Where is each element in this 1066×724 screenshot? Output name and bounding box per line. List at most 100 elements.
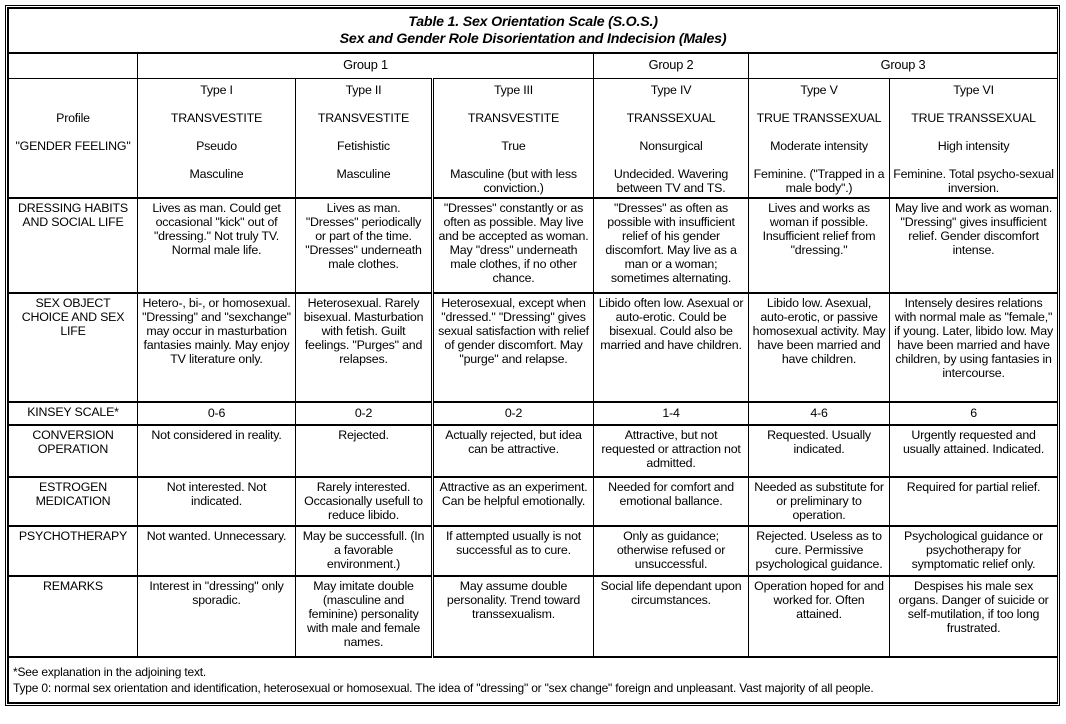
table-row: SEX OBJECT CHOICE AND SEX LIFE Hetero-, b…: [8, 291, 1059, 402]
table-cell: Not wanted. Unnecessary.: [137, 524, 296, 576]
table-cell: Operation hoped for and worked for. Ofte…: [748, 574, 890, 657]
table-cell: Rarely interested. Occasionally usefull …: [295, 475, 433, 526]
profile-category: TRANSVESTITE: [170, 110, 263, 125]
table-row: REMARKS Interest in "dressing" only spora…: [8, 574, 1059, 657]
profile-type: Type V: [800, 82, 838, 97]
profile-type: Type II: [345, 82, 382, 97]
profile-qualifier: High intensity: [937, 138, 1010, 153]
table-cell: Lives as man. "Dresses" periodically or …: [295, 196, 433, 293]
table-cell: 0-2: [431, 400, 594, 425]
table-cell: May live and work as woman. "Dressing" g…: [888, 196, 1059, 293]
table-cell: Hetero-, bi-, or homosexual. "Dressing" …: [137, 291, 296, 402]
group-header: Group 1: [137, 52, 594, 79]
row-label: PSYCHOTHERAPY: [8, 524, 138, 576]
profile-feeling: Masculine: [189, 166, 244, 181]
row-label: CONVERSION OPERATION: [8, 423, 138, 477]
table-cell: Not interested. Not indicated.: [137, 475, 296, 526]
profile-type-cell: Type III TRANSVESTITE True Masculine (but w…: [431, 77, 594, 198]
sex-orientation-scale-table: Table 1. Sex Orientation Scale (S.O.S.) S…: [5, 5, 1060, 706]
table-cell: Needed for comfort and emotional ballanc…: [593, 475, 749, 526]
profile-feeling: Feminine. ("Trapped in a male body".): [753, 166, 885, 195]
group-row: Group 1 Group 2 Group 3: [8, 52, 1059, 79]
table-row: PSYCHOTHERAPY Not wanted. Unnecessary. May…: [8, 524, 1059, 576]
table-cell: Libido often low. Asexual or auto-erotic…: [593, 291, 749, 402]
profile-type: Type VI: [953, 82, 994, 97]
table-cell: Requested. Usually indicated.: [748, 423, 890, 477]
profile-type-cell: Type V TRUE TRANSSEXUAL Moderate intensity…: [748, 77, 890, 198]
profile-category: TRANSVESTITE: [467, 110, 560, 125]
profile-qualifier: Pseudo: [196, 138, 237, 153]
row-label: KINSEY SCALE*: [8, 400, 138, 425]
table-cell: Libido low. Asexual, auto-erotic, or pas…: [748, 291, 890, 402]
footnote-row: *See explanation in the adjoining text. T…: [7, 655, 1059, 703]
table-cell: Interest in "dressing" only sporadic.: [137, 574, 296, 657]
table-row: DRESSING HABITS AND SOCIAL LIFE Lives as …: [8, 196, 1059, 293]
profile-feeling: Masculine (but with less conviction.): [450, 166, 577, 195]
group-corner: [8, 52, 138, 79]
profile-type-cell: Type VI TRUE TRANSSEXUAL High intensity Fem…: [888, 77, 1059, 198]
row-label: REMARKS: [8, 574, 138, 657]
table-cell: 4-6: [748, 400, 890, 425]
profile-label-cell: Profile "GENDER FEELING": [8, 77, 138, 198]
profile-category: TRANSSEXUAL: [626, 110, 716, 125]
table-cell: Actually rejected, but idea can be attra…: [431, 423, 594, 477]
table-cell: 0-2: [295, 400, 433, 425]
profile-type-cell: Type IV TRANSSEXUAL Nonsurgical Undecided. …: [593, 77, 749, 198]
profile-label: Profile: [56, 110, 90, 125]
profile-feeling: Masculine: [336, 166, 391, 181]
profile-qualifier: True: [501, 138, 526, 153]
footnotes: *See explanation in the adjoining text. T…: [7, 655, 1059, 703]
table-cell: Required for partial relief.: [888, 475, 1059, 526]
profile-qualifier: Moderate intensity: [770, 138, 868, 153]
profile-row: Profile "GENDER FEELING" Type I TRANSVESTIT…: [8, 77, 1059, 198]
table-cell: Urgently requested and usually attained.…: [888, 423, 1059, 477]
table-cell: Heterosexual, except when "dressed." "Dr…: [431, 291, 594, 402]
profile-category: TRUE TRANSSEXUAL: [756, 110, 882, 125]
table-cell: Intensely desires relations with normal …: [888, 291, 1059, 402]
table-cell: Needed as substitute for or preliminary …: [748, 475, 890, 526]
profile-qualifier: Nonsurgical: [639, 138, 703, 153]
profile-qualifier: Fetishistic: [337, 138, 390, 153]
table-cell: Lives and works as woman if possible. In…: [748, 196, 890, 293]
table-cell: May assume double personality. Trend tow…: [431, 574, 594, 657]
table-cell: Despises his male sex organs. Danger of …: [888, 574, 1059, 657]
table-cell: Lives as man. Could get occasional "kick…: [137, 196, 296, 293]
footnote: Type 0: normal sex orientation and ident…: [13, 680, 874, 695]
table-cell: Rejected. Useless as to cure. Permissive…: [748, 524, 890, 576]
table-cell: Psychological guidance or psychotherapy …: [888, 524, 1059, 576]
table-cell: Only as guidance; otherwise refused or u…: [593, 524, 749, 576]
table-cell: 1-4: [593, 400, 749, 425]
title-line-2: Sex and Gender Role Disorientation and I…: [339, 31, 727, 47]
profile-type: Type I: [200, 82, 233, 97]
table-cell: Social life dependant upon circumstances…: [593, 574, 749, 657]
table-cell: Not considered in reality.: [137, 423, 296, 477]
table-cell: Heterosexual. Rarely bisexual. Masturbat…: [295, 291, 433, 402]
footnote: *See explanation in the adjoining text.: [13, 664, 207, 679]
table-cell: "Dresses" as often as possible with insu…: [593, 196, 749, 293]
profile-feeling: Feminine. Total psycho-sexual inversion.: [893, 166, 1054, 195]
table: Table 1. Sex Orientation Scale (S.O.S.) S…: [7, 8, 1059, 703]
table-row: KINSEY SCALE* 0-6 0-2 0-2 1-4 4-6 6: [8, 400, 1059, 425]
row-label: SEX OBJECT CHOICE AND SEX LIFE: [8, 291, 138, 402]
profile-type-cell: Type II TRANSVESTITE Fetishistic Masculine: [295, 77, 433, 198]
table-cell: If attempted usually is not successful a…: [431, 524, 594, 576]
profile-feeling: Undecided. Wavering between TV and TS.: [613, 166, 729, 195]
table-title: Table 1. Sex Orientation Scale (S.O.S.) S…: [7, 8, 1059, 54]
table-cell: "Dresses" constantly or as often as poss…: [431, 196, 594, 293]
table-cell: Attractive as an experiment. Can be help…: [431, 475, 594, 526]
group-header: Group 2: [593, 52, 749, 79]
row-label: ESTROGEN MEDICATION: [8, 475, 138, 526]
table-row: CONVERSION OPERATION Not considered in re…: [8, 423, 1059, 477]
table-cell: May be successfull. (In a favorable envi…: [295, 524, 433, 576]
table-cell: Rejected.: [295, 423, 433, 477]
title-row: Table 1. Sex Orientation Scale (S.O.S.) S…: [7, 8, 1059, 54]
profile-type-cell: Type I TRANSVESTITE Pseudo Masculine: [137, 77, 296, 198]
table-cell: 6: [888, 400, 1059, 425]
group-header: Group 3: [747, 52, 1059, 79]
title-line-1: Table 1. Sex Orientation Scale (S.O.S.): [408, 14, 658, 30]
table-cell: 0-6: [137, 400, 296, 425]
profile-category: TRUE TRANSSEXUAL: [911, 110, 1036, 125]
row-label: DRESSING HABITS AND SOCIAL LIFE: [8, 196, 138, 293]
table-cell: Attractive, but not requested or attract…: [593, 423, 749, 477]
table-row: ESTROGEN MEDICATION Not interested. Not i…: [8, 475, 1059, 526]
